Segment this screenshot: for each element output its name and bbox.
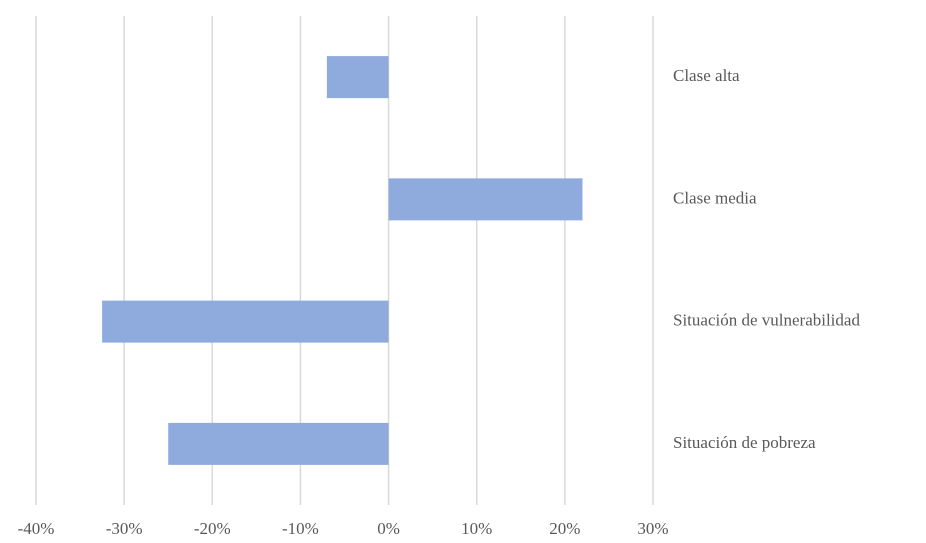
x-tick-label: 10% [461, 519, 492, 538]
category-label: Situación de vulnerabilidad [673, 311, 860, 330]
bar [168, 422, 389, 465]
category-label: Clase media [673, 188, 757, 207]
category-label: Clase alta [673, 66, 740, 85]
x-tick-label: 0% [377, 519, 400, 538]
x-tick-label: -40% [18, 519, 55, 538]
x-tick-label: -20% [194, 519, 231, 538]
x-tick-label: 30% [637, 519, 668, 538]
bar [326, 56, 389, 99]
bar [388, 178, 583, 221]
x-tick-label: -30% [106, 519, 143, 538]
x-tick-label: -10% [282, 519, 319, 538]
bar [102, 300, 389, 343]
category-label: Situación de pobreza [673, 433, 816, 452]
x-tick-label: 20% [549, 519, 580, 538]
